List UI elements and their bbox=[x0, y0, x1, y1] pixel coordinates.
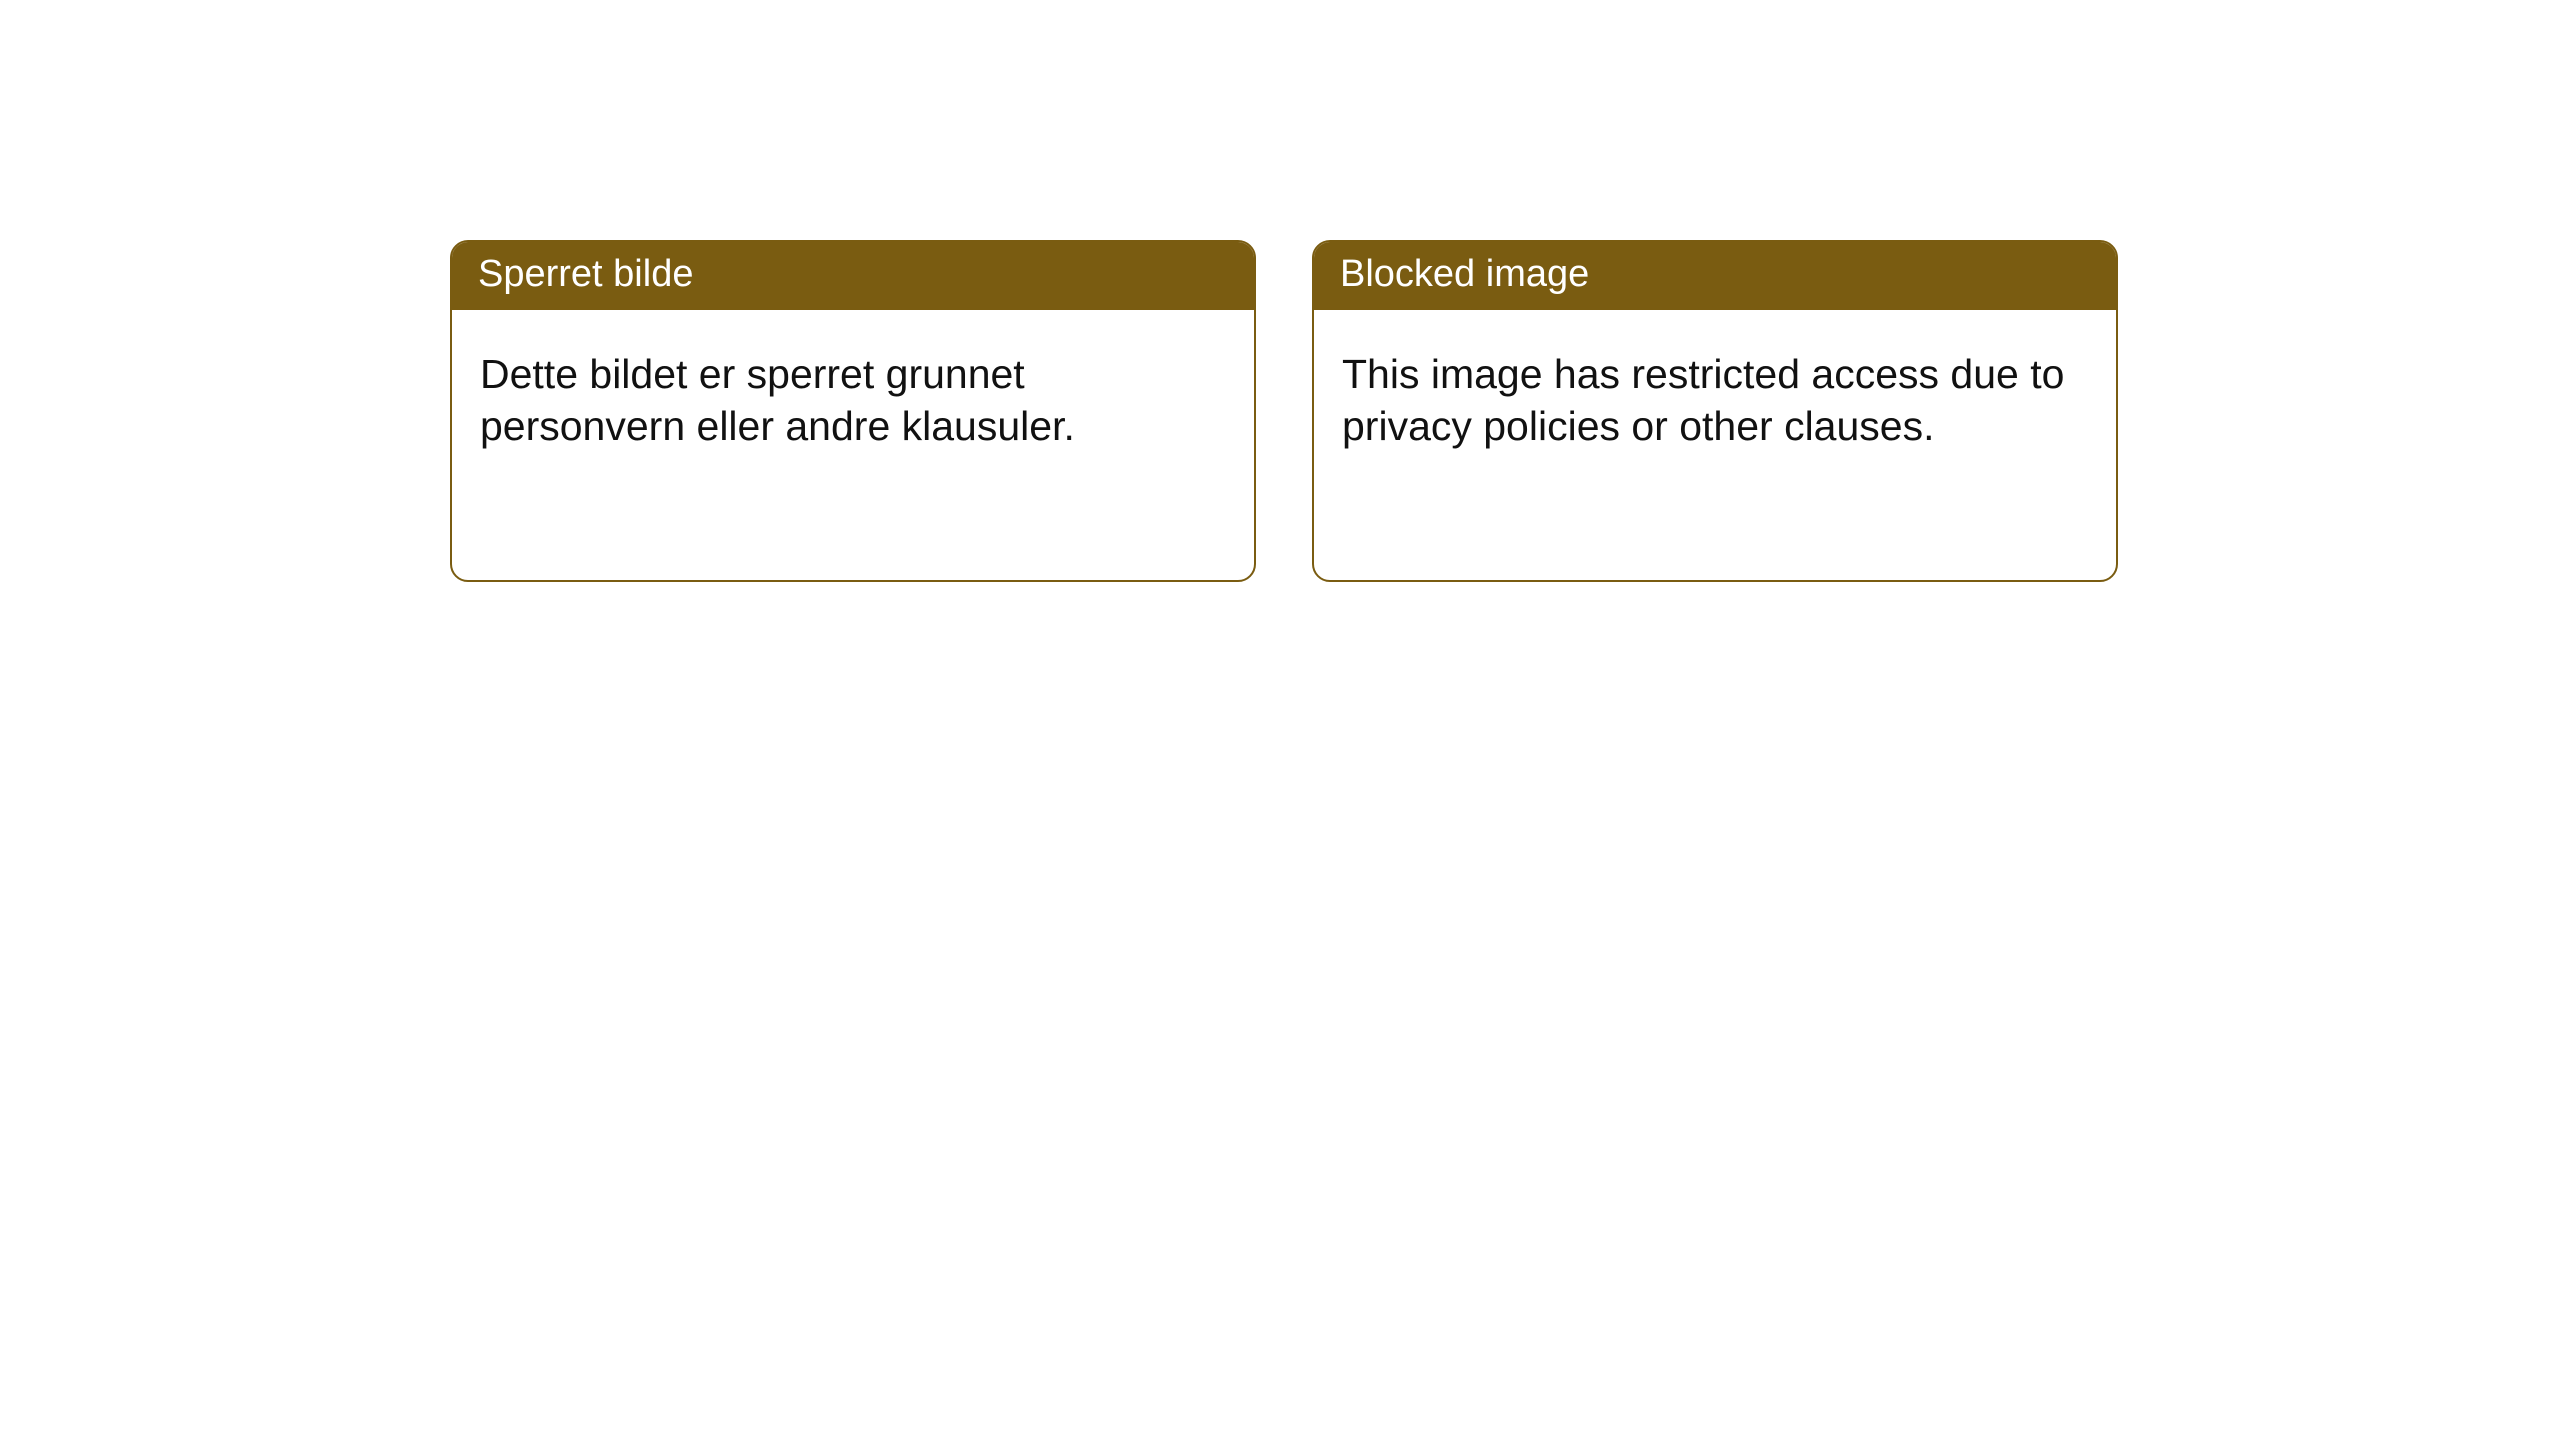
card-title-no: Sperret bilde bbox=[452, 242, 1254, 310]
card-body-en: This image has restricted access due to … bbox=[1314, 310, 2116, 580]
blocked-image-card-no: Sperret bilde Dette bildet er sperret gr… bbox=[450, 240, 1256, 582]
card-message-en: This image has restricted access due to … bbox=[1342, 348, 2088, 453]
card-body-no: Dette bildet er sperret grunnet personve… bbox=[452, 310, 1254, 580]
blocked-image-card-en: Blocked image This image has restricted … bbox=[1312, 240, 2118, 582]
notice-container: Sperret bilde Dette bildet er sperret gr… bbox=[0, 0, 2560, 582]
card-title-en: Blocked image bbox=[1314, 242, 2116, 310]
card-message-no: Dette bildet er sperret grunnet personve… bbox=[480, 348, 1226, 453]
